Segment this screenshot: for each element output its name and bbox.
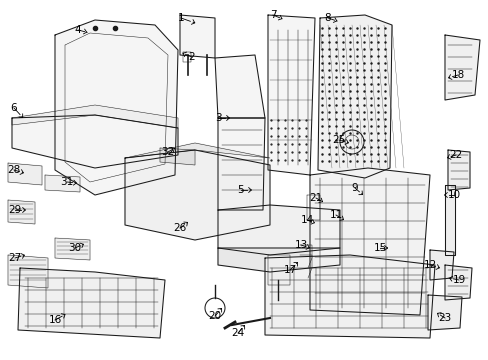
Polygon shape [12, 105, 178, 128]
Polygon shape [429, 250, 453, 280]
Text: 11: 11 [329, 210, 342, 220]
Text: 32: 32 [161, 147, 174, 157]
Text: 2: 2 [188, 52, 195, 62]
Text: 23: 23 [437, 313, 451, 323]
Text: 25: 25 [332, 135, 345, 145]
Polygon shape [8, 255, 48, 288]
Text: 20: 20 [208, 311, 221, 321]
Polygon shape [18, 268, 164, 338]
Polygon shape [160, 148, 195, 165]
Polygon shape [267, 15, 314, 175]
Text: 30: 30 [68, 243, 81, 253]
Text: 15: 15 [373, 243, 386, 253]
Text: 28: 28 [7, 165, 20, 175]
Polygon shape [444, 265, 471, 300]
Polygon shape [309, 168, 429, 315]
Text: 14: 14 [300, 215, 313, 225]
Polygon shape [218, 248, 339, 272]
Text: 17: 17 [283, 265, 296, 275]
Text: 21: 21 [309, 193, 322, 203]
Text: 7: 7 [269, 10, 276, 20]
Text: 10: 10 [447, 190, 460, 200]
Polygon shape [218, 118, 264, 210]
Polygon shape [125, 150, 269, 240]
Polygon shape [125, 143, 269, 158]
Polygon shape [55, 238, 90, 260]
Text: 13: 13 [294, 240, 307, 250]
Polygon shape [264, 255, 434, 338]
Polygon shape [45, 175, 80, 192]
Text: 4: 4 [75, 25, 81, 35]
Text: 5: 5 [237, 185, 244, 195]
Polygon shape [12, 115, 178, 168]
Polygon shape [8, 200, 35, 224]
Polygon shape [215, 55, 264, 118]
Text: 31: 31 [60, 177, 74, 187]
Text: 27: 27 [8, 253, 21, 263]
Polygon shape [427, 295, 461, 330]
Polygon shape [267, 255, 289, 285]
Polygon shape [447, 150, 469, 190]
Text: 16: 16 [48, 315, 61, 325]
Text: 6: 6 [11, 103, 17, 113]
Text: 9: 9 [351, 183, 358, 193]
Text: 26: 26 [173, 223, 186, 233]
Polygon shape [444, 35, 479, 100]
Text: 19: 19 [451, 275, 465, 285]
Text: 24: 24 [231, 328, 244, 338]
Text: 1: 1 [177, 13, 184, 23]
Polygon shape [444, 185, 454, 255]
Polygon shape [180, 15, 215, 58]
Text: 3: 3 [214, 113, 221, 123]
Text: 12: 12 [423, 260, 436, 270]
Polygon shape [55, 20, 178, 195]
Text: 22: 22 [448, 150, 462, 160]
Text: 8: 8 [324, 13, 331, 23]
Polygon shape [317, 15, 391, 178]
Polygon shape [8, 163, 42, 185]
Text: 29: 29 [8, 205, 21, 215]
Text: 18: 18 [450, 70, 464, 80]
Polygon shape [218, 205, 339, 255]
